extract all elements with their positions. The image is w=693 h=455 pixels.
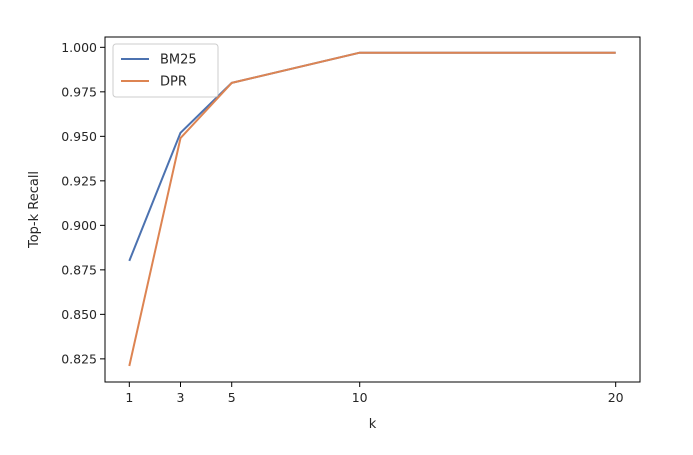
- y-axis: 0.825 0.850 0.875 0.900 0.925 0.950 0.975 1.000: [61, 40, 105, 366]
- y-tick-label: 0.925: [61, 173, 97, 188]
- y-tick-label: 0.825: [61, 351, 97, 366]
- series-lines: [128, 51, 616, 367]
- x-tick-label: 5: [228, 390, 236, 405]
- y-axis-label: Top-k Recall: [27, 171, 42, 249]
- x-axis: 1 3 5 10 20: [125, 382, 624, 405]
- x-tick-label: 20: [608, 390, 624, 405]
- y-tick-label: 0.975: [61, 84, 97, 99]
- plot-frame: [104, 36, 641, 383]
- x-tick-label: 10: [352, 390, 368, 405]
- legend: BM25 DPR: [112, 43, 219, 98]
- legend-label-bm25: BM25: [160, 53, 197, 68]
- y-tick-label: 0.900: [61, 218, 97, 233]
- y-tick-label: 1.000: [61, 40, 97, 55]
- x-tick-label: 1: [125, 390, 133, 405]
- series-line-dpr: [128, 51, 616, 367]
- legend-box: [112, 43, 219, 98]
- y-tick-label: 0.950: [61, 129, 97, 144]
- legend-label-dpr: DPR: [160, 75, 187, 90]
- y-tick-label: 0.875: [61, 262, 97, 277]
- x-tick-label: 3: [177, 390, 185, 405]
- y-tick-label: 0.850: [61, 307, 97, 322]
- x-axis-label: k: [369, 417, 377, 432]
